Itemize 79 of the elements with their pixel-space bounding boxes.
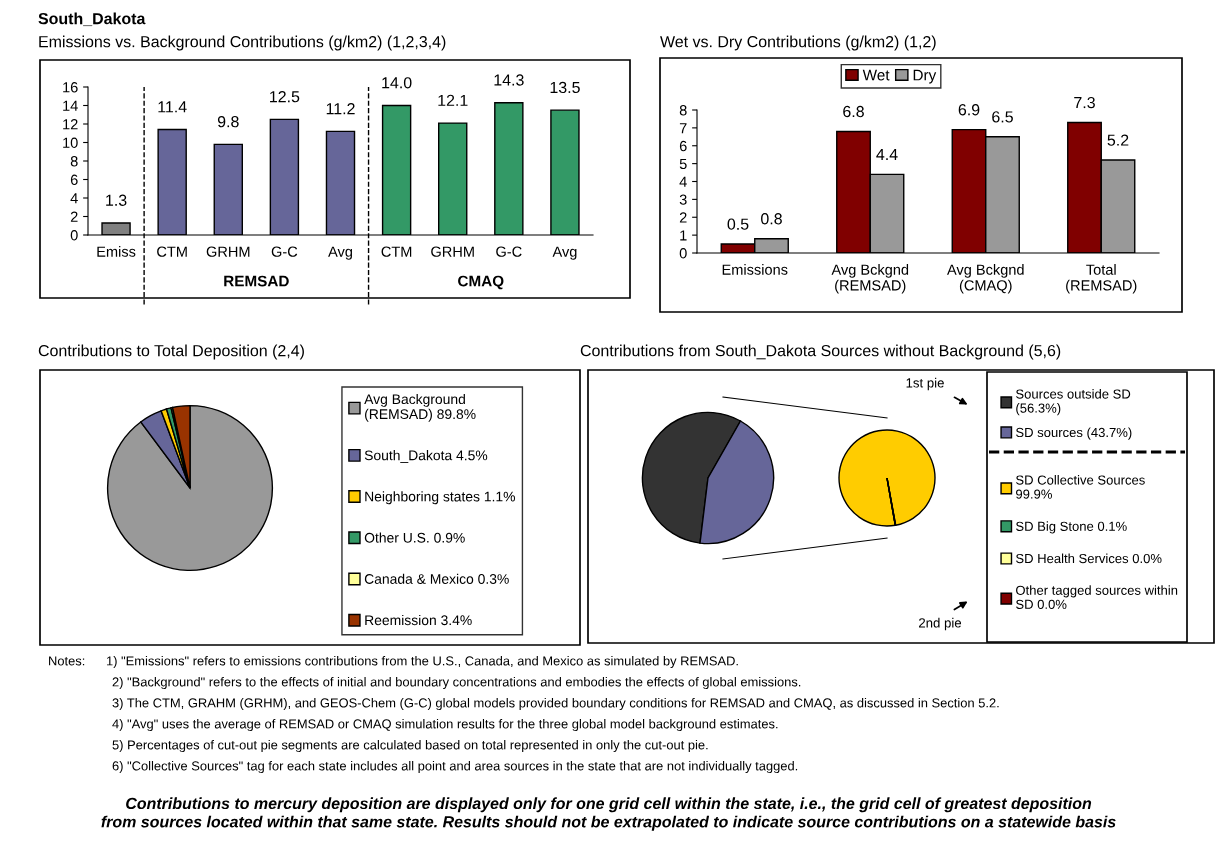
chart-title: Contributions to Total Deposition (2,4) xyxy=(38,344,304,360)
text: 6) "Collective Sources" tag for each state includes all point and area sources in the state that are not individually tagged. xyxy=(112,760,798,774)
legend-label: Neighboring states 1.1% xyxy=(365,491,515,505)
legend-label: Other tagged sources within SD 0.0% xyxy=(1016,585,1178,609)
y-tick-label: 7 xyxy=(679,123,687,134)
data-label: 6.5 xyxy=(992,111,1013,123)
legend-label: SD Collective Sources 99.9% xyxy=(1016,475,1145,499)
y-tick-label: 0 xyxy=(70,230,78,241)
y-tick-label: 8 xyxy=(679,105,687,116)
data-label: 11.2 xyxy=(326,103,355,115)
y-tick-label: 3 xyxy=(679,194,687,205)
text: REMSAD xyxy=(224,275,289,287)
text: 2nd pie xyxy=(919,617,962,631)
data-label: 4.4 xyxy=(876,148,898,160)
x-tick-label: Total (REMSAD) xyxy=(1066,264,1137,294)
y-tick-label: 0 xyxy=(679,248,687,259)
y-tick-label: 1 xyxy=(680,230,687,241)
text: 4) "Avg" uses the average of REMSAD or CMAQ simulation results for the three global model background estimates. xyxy=(112,718,778,732)
text: 1st pie xyxy=(906,377,944,391)
legend-label: Avg Background (REMSAD) 89.8% xyxy=(364,393,476,422)
legend-label: Sources outside SD (56.3%) xyxy=(1016,389,1131,416)
data-label: 7.3 xyxy=(1074,96,1095,109)
legend-label: SD Health Services 0.0% xyxy=(1016,553,1162,564)
x-tick-label: CTM xyxy=(381,246,412,257)
y-tick-label: 14 xyxy=(63,100,78,111)
x-tick-label: GRHM xyxy=(206,246,250,257)
chart-title: South_Dakota xyxy=(38,12,146,27)
data-label: 5.2 xyxy=(1107,134,1129,146)
data-label: 6.8 xyxy=(843,105,864,118)
data-label: 1.3 xyxy=(106,194,127,206)
legend-label: Wet xyxy=(862,69,890,81)
data-label: 6.9 xyxy=(958,104,980,116)
legend-label: SD sources (43.7%) xyxy=(1016,427,1132,440)
y-tick-label: 5 xyxy=(679,158,687,170)
legend-label: South_Dakota 4.5% xyxy=(364,450,488,463)
legend-label: Canada & Mexico 0.3% xyxy=(364,573,509,584)
y-tick-label: 6 xyxy=(679,140,687,152)
text: 1) "Emissions" refers to emissions contributions from the U.S., Canada, and Mexico as simulated by REMSAD. xyxy=(106,655,738,669)
x-tick-label: Avg Bckgnd (CMAQ) xyxy=(947,264,1024,294)
legend-label: Other U.S. 0.9% xyxy=(364,532,465,543)
text: 2) "Background" refers to the effects of initial and boundary concentrations and embodies the effects of global emissions. xyxy=(112,676,801,690)
y-tick-label: 12 xyxy=(63,119,78,130)
legend-label: Dry xyxy=(913,69,937,84)
data-label: 11.4 xyxy=(158,101,187,113)
x-tick-label: G-C xyxy=(271,246,298,257)
y-tick-label: 4 xyxy=(679,176,687,187)
text: 3) The CTM, GRAHM (GRHM), and GEOS-Chem (G-C) global models provided boundary conditions for REMSAD and CMAQ, as discussed in Section 5.2. xyxy=(112,697,999,711)
data-label: 14.0 xyxy=(382,77,412,89)
y-tick-label: 2 xyxy=(679,212,687,223)
chart-title: Contributions from South_Dakota Sources without Background (5,6) xyxy=(580,344,1061,360)
data-label: 14.3 xyxy=(494,74,524,86)
x-tick-label: CTM xyxy=(157,246,187,257)
legend-label: SD Big Stone 0.1% xyxy=(1016,521,1127,534)
text: Contributions to mercury deposition are displayed only for one grid cell within the state, i.e., the grid cell of greatest deposition from sources located within that same state. Results should not be extrapolated to indicate source contributions on a statewide basis xyxy=(101,797,1116,831)
x-tick-label: Emissions xyxy=(722,264,788,275)
data-label: 0.8 xyxy=(761,213,782,225)
y-tick-label: 8 xyxy=(70,156,78,167)
text: 5) Percentages of cut-out pie segments are calculated based on total represented in only the cut-out pie. xyxy=(112,739,708,753)
legend-label: Reemission 3.4% xyxy=(365,614,472,626)
chart-title: Wet vs. Dry Contributions (g/km2) (1,2) xyxy=(660,35,936,51)
data-label: 0.5 xyxy=(727,218,749,230)
x-tick-label: G-C xyxy=(496,246,522,257)
data-label: 12.5 xyxy=(270,91,300,103)
text: Notes: xyxy=(49,656,85,666)
y-tick-label: 10 xyxy=(63,137,78,148)
x-tick-label: Avg xyxy=(552,246,577,260)
chart-subtitle: Emissions vs. Background Contributions (g/km2) (1,2,3,4) xyxy=(39,35,446,51)
data-label: 13.5 xyxy=(550,81,580,94)
y-tick-label: 16 xyxy=(63,82,78,93)
x-tick-label: Emiss xyxy=(97,246,136,257)
x-tick-label: Avg Bckgnd (REMSAD) xyxy=(831,264,909,294)
y-tick-label: 6 xyxy=(70,174,78,185)
data-label: 12.1 xyxy=(438,94,468,106)
text: CMAQ xyxy=(458,275,504,290)
data-label: 9.8 xyxy=(217,115,239,128)
y-tick-label: 2 xyxy=(70,211,78,222)
x-tick-label: Avg xyxy=(328,246,352,260)
x-tick-label: GRHM xyxy=(431,246,474,257)
y-tick-label: 4 xyxy=(70,193,78,204)
